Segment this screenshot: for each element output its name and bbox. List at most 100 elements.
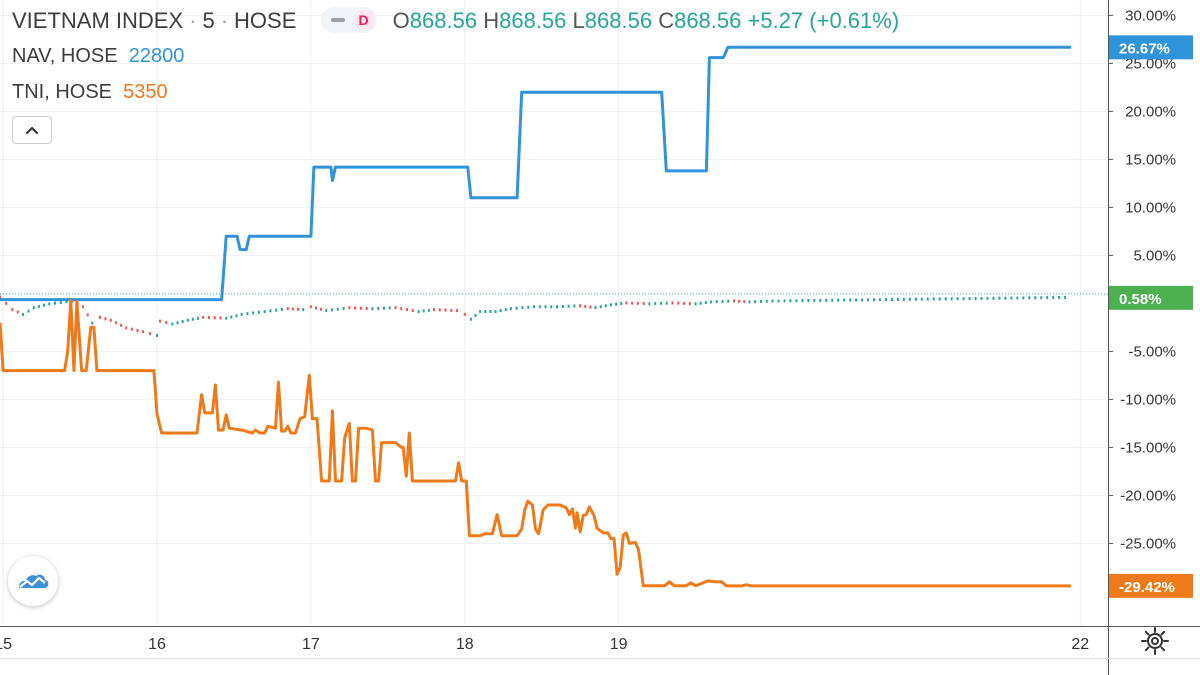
index-candle xyxy=(297,307,300,311)
tni-legend[interactable]: TNI, HOSE 5350 xyxy=(12,81,168,104)
index-candle xyxy=(43,303,46,307)
y-tick-label: -5.00% xyxy=(1128,343,1176,360)
y-tick-label: 15.00% xyxy=(1125,151,1176,168)
index-candle xyxy=(5,301,8,305)
index-candle xyxy=(694,302,697,306)
index-candle xyxy=(202,315,205,319)
nav-legend[interactable]: NAV, HOSE 22800 xyxy=(12,45,184,68)
tni-series-name: TNI, HOSE xyxy=(12,81,113,103)
minus-icon xyxy=(330,18,345,23)
index-candle xyxy=(1022,296,1025,300)
index-candle xyxy=(263,310,266,314)
index-candle xyxy=(331,308,334,312)
index-candle xyxy=(813,298,816,302)
y-tick-label: -10.00% xyxy=(1120,391,1176,408)
index-candle xyxy=(801,299,804,303)
y-tick-label: 30.00% xyxy=(1125,7,1176,24)
index-candle xyxy=(890,298,893,302)
index-candle xyxy=(620,302,623,306)
tradingview-cloud-icon xyxy=(19,574,49,588)
index-candle xyxy=(235,314,238,318)
index-candle xyxy=(727,299,730,303)
symbol-name: VIETNAM INDEX xyxy=(12,8,184,33)
index-candle xyxy=(789,299,792,303)
index-candle xyxy=(494,310,497,314)
x-tick-label: 16 xyxy=(148,636,166,653)
index-candle xyxy=(427,308,430,312)
index-candle xyxy=(489,310,492,314)
index-candle xyxy=(59,300,62,304)
index-candle xyxy=(867,298,870,302)
index-candle xyxy=(683,301,686,305)
index-candle xyxy=(855,298,858,302)
y-tick-label: 10.00% xyxy=(1125,199,1176,216)
index-candle xyxy=(567,304,570,308)
index-candle xyxy=(219,316,222,320)
index-candle xyxy=(733,299,736,303)
y-tick-label: -25.00% xyxy=(1120,535,1176,552)
exchange-label: HOSE xyxy=(234,8,297,33)
index-candle xyxy=(515,306,518,310)
nav-last-value-badge-bg xyxy=(1109,35,1193,60)
index-candle xyxy=(1040,296,1043,300)
index-candle xyxy=(432,308,435,312)
index-candle xyxy=(849,298,852,302)
index-candle xyxy=(831,298,834,302)
index-candle xyxy=(688,302,691,306)
index-candle xyxy=(438,308,441,312)
index-candle xyxy=(16,310,19,314)
index-candle xyxy=(479,310,482,314)
interval-label: 5 xyxy=(202,8,215,33)
index-last-value-badge: 0.58% xyxy=(1119,291,1162,308)
index-candle xyxy=(631,301,634,305)
index-candle xyxy=(82,305,85,309)
index-candle xyxy=(37,304,40,308)
index-candle xyxy=(807,299,810,303)
index-candle xyxy=(932,297,935,301)
index-candle xyxy=(968,297,971,301)
index-candle xyxy=(22,312,25,316)
index-candle xyxy=(400,307,403,311)
tradingview-logo-button[interactable] xyxy=(8,556,58,606)
index-candle xyxy=(642,302,645,306)
index-candle xyxy=(230,315,233,319)
index-candle xyxy=(456,309,459,313)
index-candle xyxy=(783,299,786,303)
y-tick-label: -15.00% xyxy=(1120,439,1176,456)
chart-settings-button[interactable] xyxy=(1138,624,1172,658)
index-candle xyxy=(348,306,351,310)
index-candle xyxy=(504,308,507,312)
index-candle xyxy=(54,301,57,305)
index-candle xyxy=(795,299,798,303)
tni-last-value-badge-bg xyxy=(1109,573,1193,598)
index-candle xyxy=(474,313,477,317)
index-candle xyxy=(671,301,674,305)
index-candle xyxy=(359,306,362,310)
index-candle xyxy=(314,306,317,310)
index-candle xyxy=(1004,296,1007,300)
x-tick-label: 19 xyxy=(610,636,628,653)
index-candle xyxy=(269,309,272,313)
index-candle xyxy=(819,298,822,302)
index-candle xyxy=(155,334,158,338)
gear-icon xyxy=(1141,627,1169,655)
index-candle xyxy=(699,301,702,305)
index-candle xyxy=(998,296,1001,300)
index-candle xyxy=(527,305,530,309)
index-candle xyxy=(589,305,592,309)
interval-toggle-chip[interactable]: D xyxy=(320,7,377,34)
index-candle xyxy=(594,306,597,310)
change-value: +5.27 (+0.61%) xyxy=(747,8,900,33)
index-candle xyxy=(130,327,133,331)
index-candle xyxy=(0,295,1,299)
index-candle xyxy=(463,312,466,316)
collapse-legend-button[interactable] xyxy=(12,116,52,144)
x-tick-label: 15 xyxy=(0,636,12,653)
index-candle xyxy=(1034,296,1037,300)
index-candle xyxy=(544,305,547,309)
symbol-legend[interactable]: VIETNAM INDEX · 5 · HOSE D O868.56 H868.56 L… xyxy=(12,7,900,35)
index-candle xyxy=(32,306,35,310)
index-candle xyxy=(86,313,89,317)
